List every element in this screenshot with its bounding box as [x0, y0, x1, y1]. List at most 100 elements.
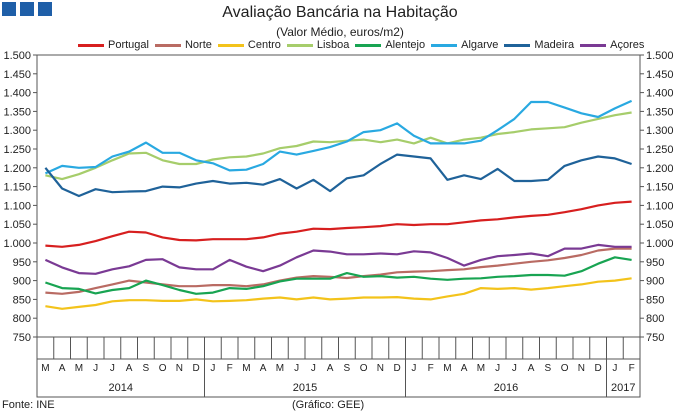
- legend-label: Centro: [247, 39, 281, 51]
- legend-label: Portugal: [108, 39, 149, 51]
- legend: Portugal Norte Centro Lisboa Alentejo Algarve…: [78, 39, 650, 51]
- y-tick-label-left: 1.100: [3, 200, 31, 212]
- chart-title: Avaliação Bancária na Habitação: [222, 4, 458, 21]
- y-tick-label-left: 950: [13, 257, 31, 269]
- x-tick-label: D: [595, 363, 602, 374]
- x-tick-label: J: [210, 363, 215, 374]
- y-tick-label-right: 750: [646, 332, 664, 344]
- x-tick-label: J: [294, 363, 299, 374]
- y-tick-label-right: 1.150: [646, 182, 674, 194]
- year-label: 2014: [109, 382, 133, 394]
- legend-swatch: [217, 43, 244, 47]
- x-tick-label: A: [327, 363, 334, 374]
- legend-item: Açores: [580, 39, 644, 51]
- y-tick-label-right: 1.050: [646, 219, 674, 231]
- y-tick-label-left: 1.250: [3, 144, 31, 156]
- x-tick-label: N: [176, 363, 183, 374]
- y-tick-label-right: 900: [646, 276, 664, 288]
- x-tick-label: M: [242, 363, 250, 374]
- legend-swatch: [78, 43, 104, 47]
- x-tick-label: A: [260, 363, 267, 374]
- x-tick-label: M: [276, 363, 284, 374]
- y-tick-label-right: 1.000: [646, 238, 674, 250]
- x-tick-label: O: [360, 363, 368, 374]
- x-tick-label: J: [110, 363, 115, 374]
- series-line-portugal: [45, 200, 632, 248]
- y-tick-label-left: 800: [13, 313, 31, 325]
- x-tick-label: M: [75, 363, 83, 374]
- y-tick-label-right: 1.500: [646, 50, 674, 62]
- y-tick-label-right: 1.450: [646, 69, 674, 81]
- y-tick-label-right: 1.100: [646, 200, 674, 212]
- year-label: 2015: [293, 382, 317, 394]
- y-tick-label-left: 750: [13, 332, 31, 344]
- x-tick-label: N: [377, 363, 384, 374]
- x-tick-label: J: [612, 363, 617, 374]
- chart-subtitle: (Valor Médio, euros/m2): [276, 25, 404, 39]
- x-tick-label: S: [143, 363, 150, 374]
- x-tick-label: D: [394, 363, 401, 374]
- legend-item: Alentejo: [355, 39, 425, 51]
- x-tick-label: A: [126, 363, 133, 374]
- legend-label: Lisboa: [316, 39, 350, 51]
- legend-swatch: [286, 43, 313, 47]
- x-tick-label: N: [578, 363, 585, 374]
- x-tick-label: F: [428, 363, 434, 374]
- year-label: 2016: [494, 382, 518, 394]
- y-tick-label-right: 800: [646, 313, 664, 325]
- y-tick-label-left: 1.050: [3, 219, 31, 231]
- legend-label: Madeira: [534, 39, 575, 51]
- y-tick-label-right: 950: [646, 257, 664, 269]
- y-tick-label-left: 850: [13, 294, 31, 306]
- credit-note: (Gráfico: GEE): [292, 399, 365, 411]
- x-tick-label: M: [477, 363, 485, 374]
- y-tick-label-left: 1.350: [3, 106, 31, 118]
- legend-swatch: [580, 43, 607, 47]
- series-line-alentejo: [45, 256, 632, 295]
- legend-item: Algarve: [431, 39, 498, 51]
- y-tick-label-right: 850: [646, 294, 664, 306]
- legend-label: Norte: [184, 39, 212, 51]
- x-tick-label: J: [411, 363, 416, 374]
- x-tick-label: J: [495, 363, 500, 374]
- x-tick-label: A: [59, 363, 66, 374]
- x-tick-label: A: [461, 363, 468, 374]
- x-tick-label: S: [545, 363, 552, 374]
- y-tick-label-left: 1.200: [3, 163, 31, 175]
- logo: [2, 2, 52, 16]
- y-tick-label-left: 900: [13, 276, 31, 288]
- series-line-açores: [44, 243, 632, 275]
- y-tick-label-right: 1.300: [646, 125, 674, 137]
- x-tick-label: J: [311, 363, 316, 374]
- y-tick-label-left: 1.450: [3, 69, 31, 81]
- legend-swatch: [355, 43, 382, 47]
- x-tick-label: D: [193, 363, 200, 374]
- series-line-algarve: [44, 99, 633, 175]
- legend-label: Algarve: [461, 39, 499, 51]
- legend-label: Açores: [610, 39, 645, 51]
- y-tick-label-left: 1.150: [3, 182, 31, 194]
- plot-frame: [36, 54, 641, 338]
- series-line-lisboa: [45, 111, 632, 181]
- y-tick-label-left: 1.300: [3, 125, 31, 137]
- x-tick-label: M: [41, 363, 49, 374]
- x-tick-label: J: [93, 363, 98, 374]
- legend-item: Centro: [217, 39, 281, 51]
- y-tick-label-left: 1.000: [3, 238, 31, 250]
- legend-item: Portugal: [78, 39, 149, 51]
- y-tick-label-left: 1.400: [3, 88, 31, 100]
- y-tick-label-left: 1.500: [3, 50, 31, 62]
- x-tick-label: A: [528, 363, 535, 374]
- x-tick-label: O: [159, 363, 167, 374]
- x-tick-label: F: [629, 363, 635, 374]
- year-label: 2017: [611, 382, 635, 394]
- legend-swatch: [431, 43, 458, 47]
- y-tick-label-right: 1.200: [646, 163, 674, 175]
- legend-item: Madeira: [504, 39, 574, 51]
- source-note: Fonte: INE: [2, 399, 55, 411]
- series-line-madeira: [44, 153, 632, 198]
- legend-swatch: [154, 43, 181, 47]
- legend-item: Lisboa: [286, 39, 350, 51]
- series-line-centro: [45, 277, 632, 310]
